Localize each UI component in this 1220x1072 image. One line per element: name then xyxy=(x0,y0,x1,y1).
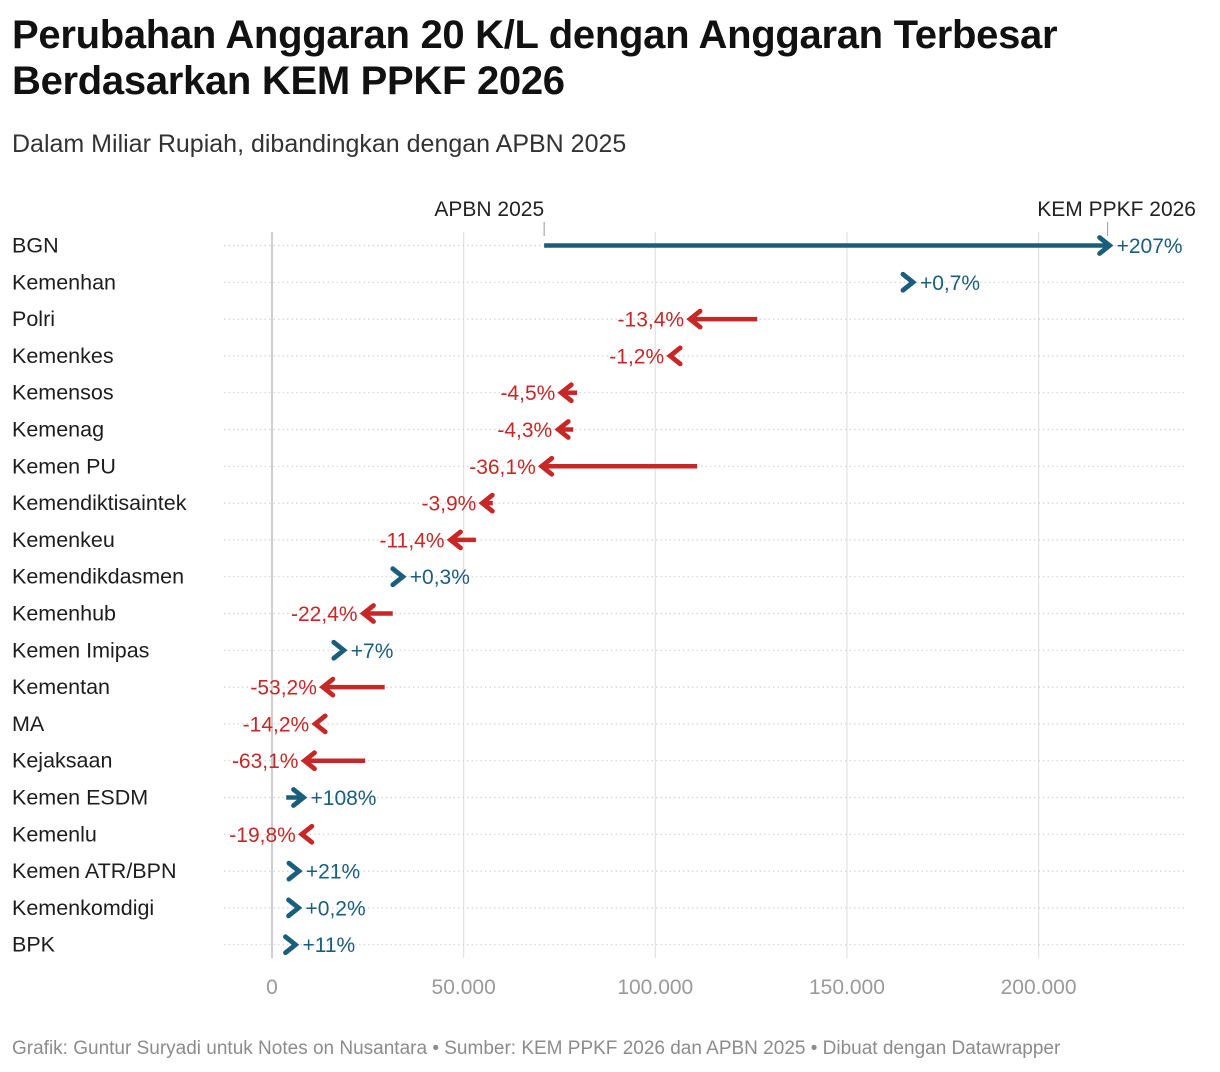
change-label: +207% xyxy=(1117,235,1183,258)
arrow-head xyxy=(283,934,300,956)
change-label: -13,4% xyxy=(618,309,685,332)
change-label: -19,8% xyxy=(229,824,296,847)
x-tick-label: 0 xyxy=(266,976,278,999)
change-label: +108% xyxy=(311,787,377,810)
arrow-head xyxy=(537,455,555,477)
arrow-head xyxy=(557,382,574,404)
arrow-head xyxy=(478,492,495,514)
arrow-head xyxy=(286,860,303,882)
category-label: Kejaksaan xyxy=(12,749,112,773)
category-label: Kemendiktisaintek xyxy=(12,491,187,515)
arrow-head xyxy=(359,603,376,624)
chart-footer: Grafik: Guntur Suryadi untuk Notes on Nu… xyxy=(12,1038,1061,1059)
arrow-chart: 0 50.000 100.000 150.000 200.000 APBN 2025 KEM… xyxy=(12,198,1196,999)
change-label: -11,4% xyxy=(380,529,445,552)
category-label: MA xyxy=(12,712,45,736)
arrow-head xyxy=(331,639,348,661)
change-label: +11% xyxy=(302,934,355,957)
arrow-head xyxy=(300,750,317,772)
annotation-end-label: KEM PPKF 2026 xyxy=(1037,198,1196,221)
arrow-head xyxy=(554,419,571,440)
change-label: -36,1% xyxy=(469,456,536,479)
category-label: Kemenag xyxy=(12,418,104,442)
category-label: Kemenhub xyxy=(12,602,116,626)
category-label: Kemen PU xyxy=(12,454,116,478)
category-label: BPK xyxy=(12,933,56,957)
change-label: -53,2% xyxy=(250,677,317,700)
category-label: Polri xyxy=(12,307,55,331)
arrow-head xyxy=(390,566,407,588)
x-tick-label: 50.000 xyxy=(432,976,496,999)
change-label: +0,3% xyxy=(410,566,470,589)
change-label: -4,5% xyxy=(500,382,555,405)
change-label: -1,2% xyxy=(609,345,664,368)
category-label: Kemenkeu xyxy=(12,528,115,552)
change-label: -14,2% xyxy=(243,713,310,736)
category-label: Kemenlu xyxy=(12,822,97,846)
x-tick-label: 150.000 xyxy=(809,976,885,999)
category-label: Kemenkes xyxy=(12,344,114,368)
arrow-head xyxy=(666,345,683,367)
category-label: Kemen ESDM xyxy=(12,786,148,810)
change-label: -63,1% xyxy=(232,750,299,773)
change-label: -22,4% xyxy=(291,603,358,626)
arrow-head xyxy=(446,529,463,551)
change-label: -3,9% xyxy=(421,493,476,516)
category-label: Kemen ATR/BPN xyxy=(12,859,177,883)
arrow-head xyxy=(291,787,308,808)
change-label: +0,2% xyxy=(306,897,366,920)
chart-subtitle: Dalam Miliar Rupiah, dibandingkan dengan… xyxy=(12,130,627,158)
category-label: Kemen Imipas xyxy=(12,638,149,662)
arrow-head xyxy=(1097,235,1114,256)
change-label: +21% xyxy=(306,861,360,884)
arrow-head xyxy=(686,308,703,330)
change-label: +7% xyxy=(351,640,394,663)
category-label: Kemensos xyxy=(12,381,114,405)
arrow-head xyxy=(900,271,917,293)
category-label: Kemenkomdigi xyxy=(12,896,154,920)
category-label: Kemenhan xyxy=(12,270,116,294)
category-label: Kemendikdasmen xyxy=(12,565,184,589)
arrow-head xyxy=(297,823,315,845)
arrow-head xyxy=(311,713,328,735)
arrow-head xyxy=(286,897,303,919)
x-tick-label: 200.000 xyxy=(1001,976,1077,999)
change-label: +0,7% xyxy=(920,272,980,295)
chart-title: Perubahan Anggaran 20 K/L dengan Anggara… xyxy=(12,13,1058,103)
arrow-head xyxy=(319,676,336,698)
change-label: -4,3% xyxy=(497,419,552,442)
x-tick-label: 100.000 xyxy=(617,976,693,999)
annotation-start-label: APBN 2025 xyxy=(434,198,544,221)
category-label: BGN xyxy=(12,234,59,258)
category-label: Kementan xyxy=(12,675,110,699)
